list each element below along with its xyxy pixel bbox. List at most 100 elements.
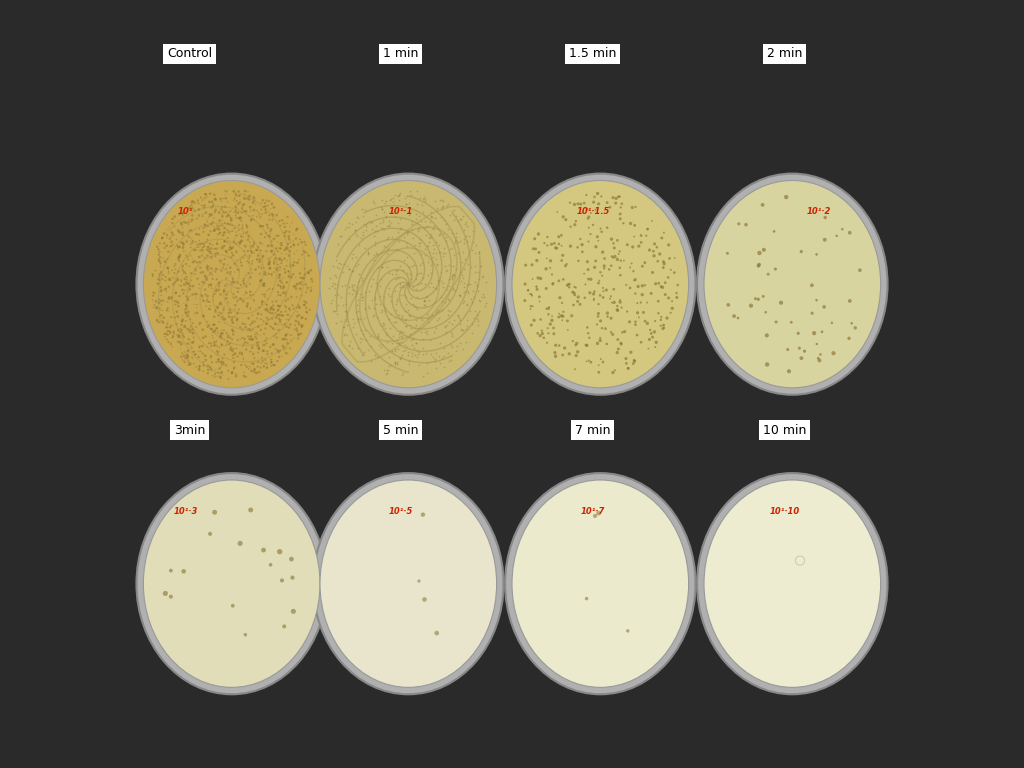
Point <box>176 349 193 362</box>
Point <box>468 280 484 293</box>
Point <box>254 298 270 310</box>
Point <box>601 263 617 276</box>
Point <box>750 293 766 306</box>
Point <box>336 329 352 341</box>
Point <box>360 301 377 313</box>
Point <box>174 207 190 219</box>
Point <box>377 197 393 209</box>
Text: Control: Control <box>167 48 212 60</box>
Point <box>434 203 451 215</box>
Point <box>204 283 220 295</box>
Point <box>627 287 643 300</box>
Point <box>386 316 402 328</box>
Point <box>530 228 547 240</box>
Point <box>598 284 614 296</box>
Point <box>327 282 343 294</box>
Point <box>151 243 167 256</box>
Point <box>171 208 187 220</box>
Point <box>174 310 190 322</box>
Point <box>257 335 273 347</box>
Point <box>455 343 471 355</box>
Text: 1 min: 1 min <box>383 48 419 60</box>
Point <box>198 300 214 313</box>
Point <box>253 228 269 240</box>
Point <box>449 340 465 353</box>
Point <box>195 266 211 278</box>
Point <box>430 229 446 241</box>
Point <box>430 274 446 286</box>
Point <box>224 225 241 237</box>
Point <box>263 356 280 369</box>
Point <box>628 319 644 331</box>
Point <box>469 319 485 331</box>
Point <box>207 304 223 316</box>
Point <box>250 243 266 255</box>
Point <box>181 333 198 346</box>
Point <box>587 261 603 273</box>
Point <box>246 191 262 204</box>
Point <box>202 300 218 313</box>
Point <box>282 304 298 316</box>
Point <box>270 308 287 320</box>
Point <box>157 283 173 296</box>
Point <box>379 247 395 259</box>
Point <box>646 326 663 338</box>
Point <box>165 330 181 343</box>
Point <box>338 319 354 331</box>
Point <box>375 217 391 229</box>
Point <box>152 251 168 263</box>
Point <box>282 343 298 355</box>
Point <box>271 253 288 266</box>
Point <box>151 293 167 306</box>
Point <box>294 312 310 324</box>
Point <box>245 309 261 321</box>
Point <box>159 239 175 251</box>
Point <box>226 233 243 245</box>
Point <box>200 359 216 372</box>
Point <box>284 217 300 229</box>
Point <box>246 364 262 376</box>
Point <box>654 323 671 335</box>
Point <box>360 285 377 297</box>
Point <box>381 220 397 232</box>
Point <box>207 306 223 319</box>
Point <box>253 197 269 209</box>
Point <box>243 330 259 343</box>
Point <box>174 243 190 255</box>
Point <box>587 190 603 203</box>
Point <box>216 227 232 239</box>
Point <box>266 329 283 342</box>
Point <box>262 225 279 237</box>
Point <box>344 342 360 354</box>
Point <box>238 193 254 205</box>
Point <box>238 628 254 641</box>
Point <box>222 241 239 253</box>
Point <box>180 277 197 290</box>
Point <box>517 278 534 290</box>
Point <box>389 334 406 346</box>
Point <box>260 240 276 252</box>
Point <box>611 245 628 257</box>
Point <box>177 267 194 280</box>
Point <box>651 248 668 260</box>
Point <box>224 323 241 336</box>
Point <box>411 359 427 372</box>
Point <box>423 266 439 279</box>
Point <box>282 303 298 315</box>
Point <box>163 339 179 351</box>
Point <box>339 313 355 326</box>
Point <box>269 271 286 283</box>
Point <box>236 295 252 307</box>
Point <box>281 266 297 278</box>
Point <box>265 359 282 371</box>
Point <box>367 254 383 266</box>
Point <box>257 197 273 209</box>
Point <box>287 302 303 314</box>
Point <box>242 324 258 336</box>
Point <box>187 361 204 373</box>
Point <box>174 347 190 359</box>
Point <box>286 280 302 293</box>
Point <box>359 248 376 260</box>
Point <box>571 298 588 310</box>
Point <box>146 299 163 311</box>
